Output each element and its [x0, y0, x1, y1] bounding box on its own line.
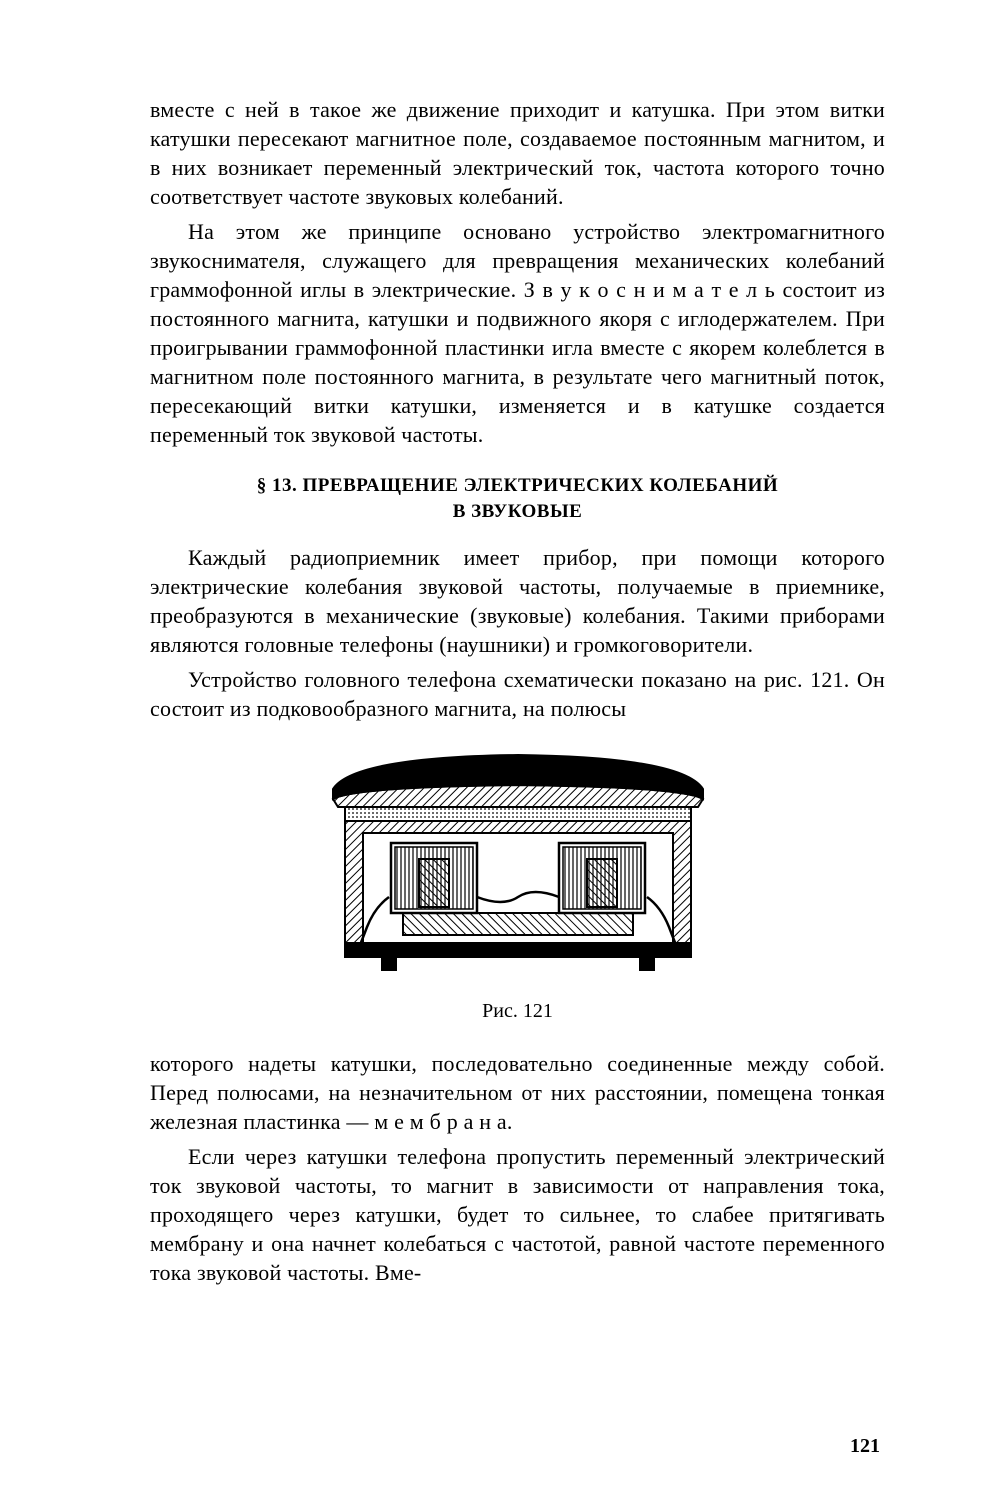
heading-line-2: В ЗВУКОВЫЕ: [150, 499, 885, 525]
paragraph-2b-text: состоит из постоянного магнита, катушки …: [150, 277, 885, 447]
paragraph-2-spaced: З в у к о с н и м а т е л ь: [524, 277, 775, 302]
paragraph-4: Устройство головного телефона схематичес…: [150, 665, 885, 723]
paragraph-3: Каждый радиоприемник имеет прибор, при п…: [150, 543, 885, 659]
page-number: 121: [850, 1435, 880, 1458]
paragraph-2: На этом же принципе основано устройство …: [150, 217, 885, 449]
paragraph-1-text: вместе с ней в такое же движение приходи…: [150, 97, 885, 209]
paragraph-5a-text: которого надеты катушки, последовательно…: [150, 1051, 885, 1134]
paragraph-6-text: Если через катушки телефона пропустить п…: [150, 1144, 885, 1285]
paragraph-5: которого надеты катушки, последовательно…: [150, 1049, 885, 1136]
heading-line-1: § 13. ПРЕВРАЩЕНИЕ ЭЛЕКТРИЧЕСКИХ КОЛЕБАНИ…: [150, 473, 885, 499]
section-heading: § 13. ПРЕВРАЩЕНИЕ ЭЛЕКТРИЧЕСКИХ КОЛЕБАНИ…: [150, 473, 885, 524]
paragraph-4-text: Устройство головного телефона схематичес…: [150, 667, 885, 721]
paragraph-3-text: Каждый радиоприемник имеет прибор, при п…: [150, 545, 885, 657]
figure-121: [150, 747, 885, 982]
paragraph-6: Если через катушки телефона пропустить п…: [150, 1142, 885, 1287]
figure-121-caption: Рис. 121: [150, 1000, 885, 1023]
page: вместе с ней в такое же движение приходи…: [0, 0, 1000, 1500]
paragraph-1: вместе с ней в такое же движение приходи…: [150, 95, 885, 211]
figure-121-drawing: [303, 747, 733, 977]
paragraph-5-spaced: м е м б р а н а.: [374, 1109, 512, 1134]
